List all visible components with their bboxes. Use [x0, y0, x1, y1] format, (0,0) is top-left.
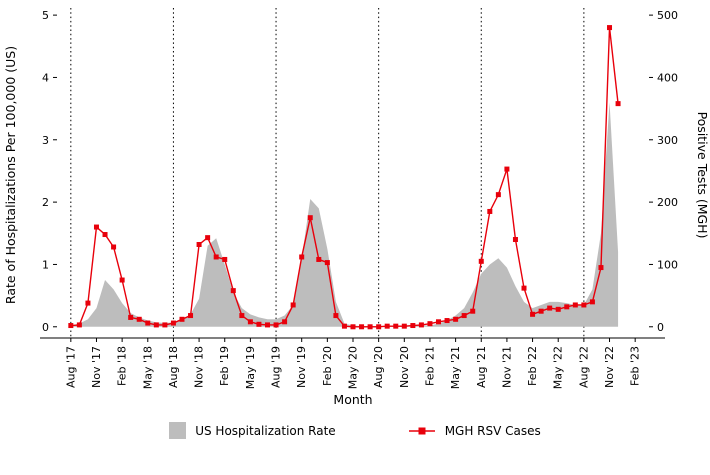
svg-text:Aug '21: Aug '21 [475, 346, 488, 388]
svg-text:Nov '20: Nov '20 [398, 346, 411, 388]
svg-text:500: 500 [657, 9, 678, 22]
svg-text:May '20: May '20 [347, 346, 360, 389]
svg-text:4: 4 [42, 71, 49, 84]
svg-text:Aug '18: Aug '18 [167, 346, 180, 388]
svg-text:Feb '20: Feb '20 [321, 346, 334, 386]
y-axis-right: 0 100 200 300 400 500 [649, 9, 678, 334]
mgh-rsv-markers [68, 25, 621, 330]
svg-text:Feb '18: Feb '18 [116, 346, 129, 386]
plot-area: Aug '17 Nov '17 Feb '18 May '18 Aug '18 Nov '… [40, 8, 678, 389]
svg-text:100: 100 [657, 258, 678, 271]
svg-text:May '22: May '22 [552, 346, 565, 389]
svg-text:May '18: May '18 [141, 346, 154, 389]
chart-legend: US Hospitalization Rate MGH RSV Cases [0, 422, 710, 439]
svg-text:Feb '21: Feb '21 [423, 346, 436, 386]
svg-text:Aug '20: Aug '20 [372, 346, 385, 388]
legend-label-us-hospitalization-rate: US Hospitalization Rate [195, 423, 336, 438]
svg-text:Nov '18: Nov '18 [193, 346, 206, 388]
svg-text:Nov '22: Nov '22 [603, 346, 616, 388]
svg-text:3: 3 [42, 134, 49, 147]
right-axis-title: Positive Tests (MGH) [695, 112, 710, 239]
legend-item-us-hospitalization-rate: US Hospitalization Rate [169, 422, 336, 439]
svg-text:Aug '19: Aug '19 [270, 346, 283, 388]
line-marker-swatch-icon [408, 427, 435, 434]
svg-text:0: 0 [42, 321, 49, 334]
svg-text:300: 300 [657, 134, 678, 147]
area-swatch-icon [169, 422, 187, 439]
svg-text:5: 5 [42, 9, 49, 22]
left-axis-title: Rate of Hospitalizations Per 100,000 (US… [3, 46, 18, 304]
us-hospitalization-area [70, 102, 619, 327]
svg-text:Nov '21: Nov '21 [500, 346, 513, 388]
legend-item-mgh-rsv-cases: MGH RSV Cases [408, 424, 541, 438]
x-axis-title: Month [333, 392, 372, 407]
mgh-rsv-line [70, 27, 619, 328]
y-axis-left: 0 1 2 3 4 5 [42, 9, 57, 334]
rsv-dual-axis-chart: Aug '17 Nov '17 Feb '18 May '18 Aug '18 Nov '… [3, 8, 710, 407]
svg-text:May '21: May '21 [449, 346, 462, 389]
svg-text:Feb '19: Feb '19 [218, 346, 231, 386]
x-axis: Aug '17 Nov '17 Feb '18 May '18 Aug '18 Nov '… [64, 338, 642, 389]
legend-label-mgh-rsv-cases: MGH RSV Cases [444, 423, 541, 438]
svg-text:Aug '22: Aug '22 [577, 346, 590, 388]
svg-text:Aug '17: Aug '17 [64, 346, 77, 388]
svg-text:0: 0 [657, 321, 664, 334]
svg-text:Nov '19: Nov '19 [295, 346, 308, 388]
svg-text:400: 400 [657, 71, 678, 84]
svg-text:200: 200 [657, 196, 678, 209]
svg-text:Feb '22: Feb '22 [526, 346, 539, 386]
svg-text:1: 1 [42, 258, 49, 271]
svg-text:Feb '23: Feb '23 [629, 346, 642, 386]
svg-text:May '19: May '19 [244, 346, 257, 389]
svg-text:Nov '17: Nov '17 [90, 346, 103, 388]
svg-text:2: 2 [42, 196, 49, 209]
